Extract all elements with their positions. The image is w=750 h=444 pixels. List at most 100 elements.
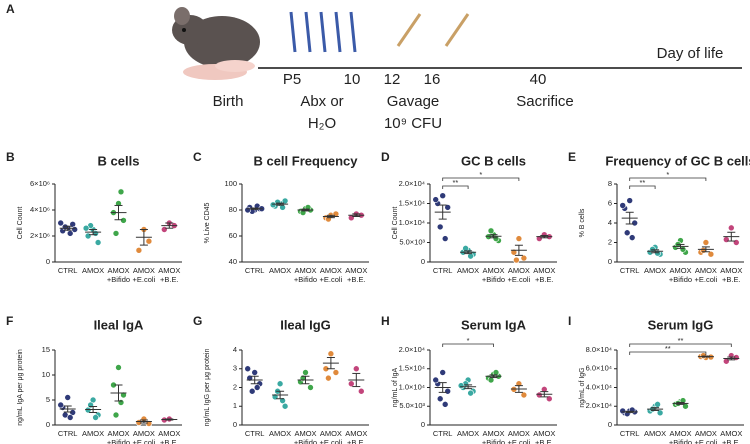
x-tick-label: +E.coli [320,438,343,444]
data-point [161,226,168,233]
x-tick-label: CTRL [620,429,640,438]
y-tick-label: 5.0×10³ [399,237,425,246]
data-point [444,387,452,395]
data-point [631,219,639,227]
x-tick-label: AMOX [457,429,479,438]
significance-bracket [629,351,707,355]
y-tick-label: 2 [233,382,237,391]
y-tick-label: 6.0×10⁴ [586,364,612,373]
x-tick-label: +E.coli [508,438,531,444]
data-point [436,395,444,403]
x-tick-label: AMOX [482,266,504,275]
x-tick-label: +B.E. [535,438,554,444]
y-tick-label: 100 [224,179,237,188]
y-tick-label: 0 [421,257,425,266]
data-point [628,234,636,241]
data-point [115,364,122,371]
data-point [444,204,452,211]
x-tick-label: AMOX [669,266,691,275]
chart-title: B cell Frequency [253,153,358,168]
chart-title: B cells [98,153,140,168]
data-point [66,414,74,421]
panel-letter: D [381,150,390,164]
data-point [702,239,710,246]
panel-letter: G [193,314,202,328]
x-tick-label: AMOX [695,429,717,438]
data-point [513,256,520,264]
x-tick-label: +E.coli [508,275,531,284]
x-tick-label: CTRL [245,429,265,438]
x-tick-label: +E.coli [695,438,718,444]
x-tick-label: CTRL [58,266,78,275]
data-point [82,224,90,232]
data-point [269,201,277,209]
x-tick-label: +Bifido [294,438,317,444]
x-tick-label: AMOX [345,266,367,275]
significance-bracket [442,343,494,347]
x-tick-label: AMOX [107,429,129,438]
x-tick-label: +Bifido [107,275,130,284]
data-point [623,229,631,237]
chart-title: Ileal IgA [94,317,144,332]
data-point [492,235,500,242]
chart-title: Frequency of GC B cells [605,153,750,168]
y-axis-label: % B cells [579,208,586,237]
data-point [327,350,335,358]
panel-letter: E [568,150,576,164]
x-tick-label: AMOX [644,429,666,438]
y-tick-label: 15 [42,345,50,354]
x-tick-label: AMOX [669,429,691,438]
chart-title: Ileal IgG [280,317,331,332]
data-point [302,369,309,376]
data-point [117,188,125,196]
data-point [145,237,153,245]
data-point [112,411,120,419]
data-point [520,254,528,262]
data-point [654,401,661,408]
y-axis-label: Cell Count [392,207,399,240]
significance-label: ** [678,336,684,345]
y-axis-label: % Live CD45 [204,202,211,243]
data-point [432,376,440,384]
significance-bracket [629,177,707,181]
y-tick-label: 1.5×10⁴ [399,198,425,207]
stage: Birth [213,93,244,110]
y-axis-label: ng/mL IgG per μg protein [204,349,211,427]
x-tick-label: AMOX [158,266,180,275]
x-tick-label: +Bifido [294,275,317,284]
chart-title: GC B cells [461,153,526,168]
data-point [441,401,449,408]
data-point [722,357,730,365]
x-tick-label: AMOX [533,266,555,275]
y-tick-label: 5.0×10³ [399,401,425,410]
y-tick-label: 0 [46,420,50,429]
data-point [515,235,523,242]
x-tick-label: AMOX [82,429,104,438]
y-axis-label: Cell Count [17,207,24,240]
x-tick-label: AMOX [508,429,530,438]
x-tick-label: AMOX [82,266,104,275]
x-tick-label: AMOX [269,429,291,438]
x-tick-label: CTRL [620,266,640,275]
y-tick-label: 8 [608,179,612,188]
y-tick-label: 6 [608,198,612,207]
x-tick-label: +B.E. [722,275,741,284]
y-tick-label: 0 [46,257,50,266]
x-tick-label: +E.coli [320,275,343,284]
panel-letter: C [193,150,202,164]
panel-letter: H [381,314,390,328]
y-tick-label: 1.0×10⁴ [399,382,425,391]
data-point [492,369,500,376]
y-tick-label: 1.0×10⁴ [399,218,425,227]
y-tick-label: 4 [233,345,237,354]
significance-label: ** [639,178,645,187]
data-point [84,232,92,240]
data-point [325,374,332,382]
x-tick-label: +E.coli [695,275,718,284]
stage: Abx or [300,93,343,110]
x-tick-label: +Bifido [669,275,692,284]
gavage-needles [396,13,470,47]
x-tick-label: AMOX [133,266,155,275]
x-tick-label: AMOX [133,429,155,438]
data-point [707,250,715,258]
